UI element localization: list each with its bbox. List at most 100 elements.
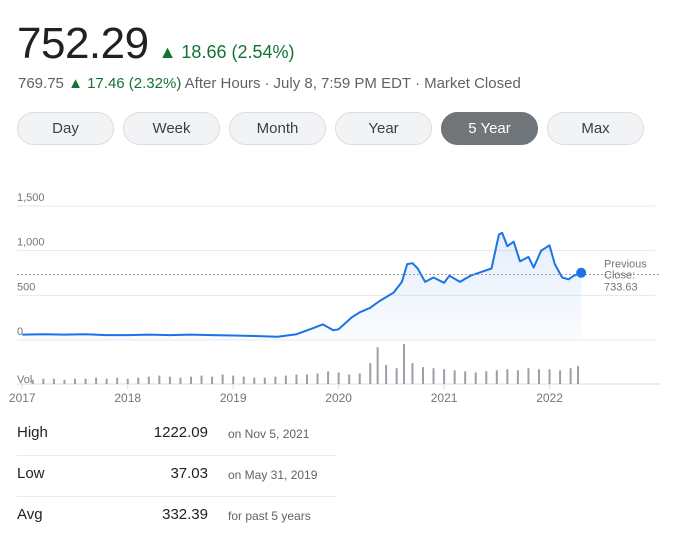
x-tick-label: 2018	[114, 391, 141, 405]
volume-bar	[158, 375, 161, 384]
volume-bar	[548, 369, 551, 384]
stat-note: on Nov 5, 2021	[228, 427, 310, 441]
volume-bar	[443, 369, 446, 384]
y-tick-label: 500	[17, 281, 35, 293]
x-tick-label: 2017	[9, 391, 36, 405]
volume-bar	[200, 375, 203, 384]
x-tick-label: 2019	[220, 391, 247, 405]
volume-bar	[95, 377, 98, 384]
after-hours-row: 769.75 ▲ 17.46 (2.32%) After Hours · July …	[18, 75, 521, 92]
tab-year[interactable]: Year	[335, 112, 432, 145]
tab-month[interactable]: Month	[229, 112, 326, 145]
volume-bar	[432, 368, 435, 384]
volume-bar	[369, 362, 372, 384]
volume-bar	[327, 371, 330, 384]
volume-bar	[411, 362, 414, 384]
market-status: Market Closed	[424, 75, 521, 92]
volume-bar	[559, 370, 562, 384]
volume-bar	[263, 377, 266, 384]
volume-bar	[42, 378, 45, 384]
volume-bar	[385, 365, 388, 384]
x-tick-label: 2022	[536, 391, 563, 405]
x-tick-label: 2021	[431, 391, 458, 405]
volume-bar	[190, 376, 192, 384]
price-change-text: 18.66 (2.54%)	[181, 42, 295, 62]
volume-bar	[84, 378, 87, 384]
after-hours-change-text: 17.46 (2.32%)	[87, 75, 182, 92]
volume-bar	[403, 344, 406, 384]
volume-bar	[232, 375, 235, 384]
current-price: 752.29	[17, 19, 149, 68]
y-tick-label: 0	[17, 326, 23, 338]
x-tick-label: 2020	[325, 391, 352, 405]
stat-value: 37.03	[170, 465, 208, 482]
volume-bar	[211, 376, 214, 384]
volume-bar	[527, 368, 530, 384]
up-arrow-icon: ▲	[68, 75, 83, 92]
volume-bar	[179, 377, 182, 384]
volume-bar	[316, 373, 319, 384]
stat-value: 332.39	[162, 506, 208, 523]
volume-bar	[422, 367, 424, 384]
volume-bar	[464, 371, 467, 384]
stat-row-high: High 1222.09 on Nov 5, 2021	[17, 415, 337, 456]
volume-bar	[126, 378, 129, 384]
current-price-dot	[576, 267, 587, 278]
volume-bar	[221, 374, 224, 384]
volume-bar	[306, 374, 308, 384]
volume-bar	[147, 376, 150, 384]
price-line	[22, 231, 582, 338]
volume-bar	[105, 378, 108, 384]
after-hours-label: After Hours	[184, 75, 261, 92]
after-hours-price: 769.75	[18, 75, 64, 92]
stat-label: High	[17, 424, 48, 441]
volume-bar	[242, 376, 245, 384]
volume-label: Vol	[17, 374, 32, 386]
volume-bar	[495, 370, 498, 384]
tab-week[interactable]: Week	[123, 112, 220, 145]
volume-bar	[538, 369, 540, 384]
volume-bar	[284, 375, 287, 384]
stat-label: Low	[17, 465, 45, 482]
up-arrow-icon: ▲	[158, 42, 177, 62]
stat-note: on May 31, 2019	[228, 468, 318, 482]
volume-bar	[453, 370, 456, 384]
tab-5-year[interactable]: 5 Year	[441, 112, 538, 145]
y-tick-label: 1,000	[17, 237, 45, 249]
stat-label: Avg	[17, 506, 43, 523]
volume-bar	[295, 374, 298, 384]
volume-bar	[31, 379, 34, 384]
volume-bar	[485, 371, 488, 384]
stat-row-avg: Avg 332.39 for past 5 years	[17, 497, 337, 537]
volume-bar	[348, 374, 351, 384]
volume-bar	[569, 368, 572, 384]
volume-bar	[577, 366, 580, 384]
tab-max[interactable]: Max	[547, 112, 644, 145]
previous-close-label: Previous	[604, 258, 647, 270]
timestamp: July 8, 7:59 PM EDT	[273, 75, 412, 92]
volume-bar	[376, 347, 379, 384]
after-hours-change: ▲ 17.46 (2.32%)	[68, 75, 181, 92]
stat-row-low: Low 37.03 on May 31, 2019	[17, 456, 337, 497]
volume-bar	[74, 378, 76, 384]
volume-bar	[137, 377, 140, 384]
volume-bar	[358, 373, 361, 384]
volume-bar	[337, 372, 340, 384]
volume-bar	[63, 379, 66, 384]
volume-bar	[506, 369, 509, 384]
previous-close-label: Close:	[604, 269, 635, 281]
range-tabs: Day Week Month Year 5 Year Max	[17, 112, 644, 145]
volume-bar	[168, 376, 171, 384]
stat-note: for past 5 years	[228, 509, 311, 523]
stats-table: High 1222.09 on Nov 5, 2021 Low 37.03 on…	[17, 415, 337, 537]
y-tick-label: 1,500	[17, 192, 45, 204]
stat-value: 1222.09	[153, 424, 208, 441]
volume-bar	[395, 368, 398, 384]
price-change: ▲ 18.66 (2.54%)	[159, 42, 295, 63]
previous-close-value: 733.63	[604, 281, 638, 293]
volume-bar	[52, 378, 55, 384]
volume-bar	[116, 377, 119, 384]
tab-day[interactable]: Day	[17, 112, 114, 145]
volume-bar	[274, 376, 277, 384]
